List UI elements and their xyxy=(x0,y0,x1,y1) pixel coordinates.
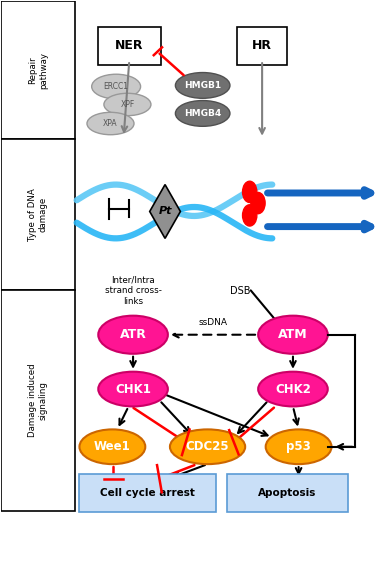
Text: XPF: XPF xyxy=(120,100,135,109)
Text: Type of DNA
damage: Type of DNA damage xyxy=(28,188,48,240)
Text: Pt: Pt xyxy=(158,207,172,216)
Ellipse shape xyxy=(175,101,230,126)
Text: XPA: XPA xyxy=(103,119,118,128)
Ellipse shape xyxy=(258,316,328,354)
Text: DSB: DSB xyxy=(230,286,251,296)
Text: Inter/Intra
strand cross-
links: Inter/Intra strand cross- links xyxy=(105,276,161,306)
Text: Apoptosis: Apoptosis xyxy=(258,488,316,498)
Circle shape xyxy=(243,181,257,203)
Ellipse shape xyxy=(87,112,134,135)
Ellipse shape xyxy=(98,316,168,354)
Text: ATM: ATM xyxy=(278,328,308,341)
Text: ssDNA: ssDNA xyxy=(199,319,228,328)
Ellipse shape xyxy=(92,74,141,99)
Text: HMGB1: HMGB1 xyxy=(184,81,221,90)
FancyBboxPatch shape xyxy=(98,26,161,65)
Ellipse shape xyxy=(266,430,332,464)
Text: CHK2: CHK2 xyxy=(275,383,311,396)
Text: ATR: ATR xyxy=(120,328,147,341)
FancyBboxPatch shape xyxy=(237,26,287,65)
Polygon shape xyxy=(150,185,180,238)
Ellipse shape xyxy=(258,372,328,406)
FancyBboxPatch shape xyxy=(2,1,75,138)
Circle shape xyxy=(243,205,257,226)
Ellipse shape xyxy=(80,430,145,464)
Text: NER: NER xyxy=(115,39,144,52)
Text: CHK1: CHK1 xyxy=(115,383,151,396)
Ellipse shape xyxy=(175,73,230,99)
Text: HMGB4: HMGB4 xyxy=(184,109,221,118)
Text: p53: p53 xyxy=(286,440,311,453)
Text: CDC25: CDC25 xyxy=(186,440,229,453)
FancyBboxPatch shape xyxy=(227,474,348,512)
Ellipse shape xyxy=(104,93,151,115)
Text: Cell cycle arrest: Cell cycle arrest xyxy=(100,488,194,498)
Ellipse shape xyxy=(98,372,168,406)
Text: Repair
pathway: Repair pathway xyxy=(28,52,48,88)
Circle shape xyxy=(251,193,265,214)
Text: ERCC1: ERCC1 xyxy=(103,82,128,91)
Ellipse shape xyxy=(170,430,245,464)
FancyBboxPatch shape xyxy=(2,290,75,511)
FancyBboxPatch shape xyxy=(78,474,216,512)
Text: Wee1: Wee1 xyxy=(94,440,131,453)
FancyBboxPatch shape xyxy=(2,138,75,290)
Text: Damage induced
signaling: Damage induced signaling xyxy=(28,364,48,437)
Text: HR: HR xyxy=(252,39,272,52)
